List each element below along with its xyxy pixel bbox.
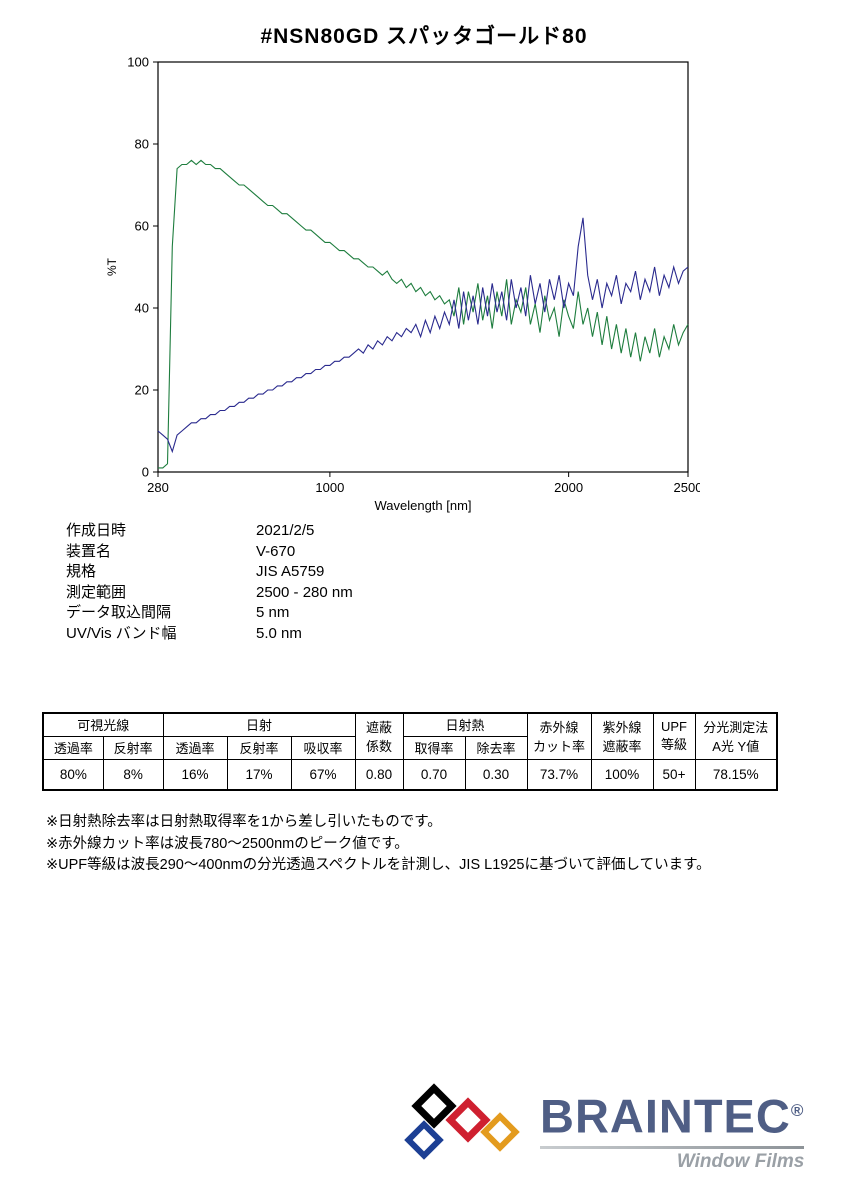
- svg-text:1000: 1000: [315, 480, 344, 495]
- registered-mark: ®: [790, 1101, 805, 1120]
- results-table: 可視光線 日射 遮蔽 係数 日射熱 赤外線 カット率 紫外線 遮蔽率 UPF 等級 分光…: [42, 712, 778, 791]
- footnotes: ※日射熱除去率は日射熱取得率を1から差し引いたものです。 ※赤外線カット率は波長…: [46, 812, 711, 877]
- meta-value: JIS A5759: [256, 563, 325, 580]
- footnote-upf: ※UPF等級は波長290〜400nmの分光透過スペクトルを計測し、JIS L19…: [46, 857, 711, 873]
- svg-text:80: 80: [135, 137, 149, 152]
- header-upf: UPF 等級: [652, 712, 696, 760]
- value-heat-rejection: 0.30: [464, 758, 528, 791]
- svg-text:0: 0: [142, 465, 149, 480]
- value-spectro-y: 78.15%: [694, 758, 778, 791]
- subheader-heat-rejection: 除去率: [464, 735, 528, 760]
- brand-block: BRAINTEC® Window Films: [540, 1086, 805, 1173]
- meta-row-standard: 規格 JIS A5759: [66, 562, 353, 583]
- spectrum-chart: 0 20 40 60 80 100 280 1000 2000 2500 Wavelength [n…: [100, 48, 702, 523]
- brand-divider: [540, 1145, 805, 1149]
- brand-name: BRAINTEC®: [540, 1089, 805, 1143]
- svg-text:40: 40: [135, 301, 149, 316]
- meta-value: 5 nm: [256, 604, 290, 621]
- svg-text:Wavelength [nm]: Wavelength [nm]: [374, 498, 471, 513]
- results-table-wrap: 可視光線 日射 遮蔽 係数 日射熱 赤外線 カット率 紫外線 遮蔽率 UPF 等級 分光…: [42, 712, 778, 791]
- meta-label: UV/Vis バンド幅: [66, 624, 177, 642]
- value-uv-block: 100%: [590, 758, 654, 791]
- value-solar-absorptance: 67%: [290, 758, 356, 791]
- meta-value: V-670: [256, 542, 296, 560]
- footnote-ir-cut: ※赤外線カット率は波長780〜2500nmのピーク値です。: [46, 835, 409, 852]
- svg-text:60: 60: [135, 219, 149, 234]
- measurement-metadata: 作成日時 2021/2/5 装置名 V-670 規格 JIS A5759 測定範…: [66, 521, 353, 644]
- meta-value: 5.0 nm: [256, 624, 302, 642]
- svg-text:100: 100: [127, 55, 149, 70]
- meta-label: データ取込間隔: [66, 604, 172, 621]
- subheader-solar-absorptance: 吸収率: [290, 735, 356, 760]
- logo-diamonds-icon: [404, 1083, 526, 1170]
- meta-row-interval: データ取込間隔 5 nm: [66, 603, 353, 624]
- meta-row-range: 測定範囲 2500 - 280 nm: [66, 583, 353, 604]
- subheader-vis-reflectance: 反射率: [102, 735, 164, 760]
- svg-text:20: 20: [135, 383, 149, 398]
- meta-label: 規格: [66, 563, 97, 580]
- meta-row-instrument: 装置名 V-670: [66, 542, 353, 563]
- value-shading-coefficient: 0.80: [354, 758, 404, 791]
- values-row: 80% 8% 16% 17% 67% 0.80 0.70 0.30 73.7% …: [42, 758, 778, 791]
- value-vis-reflectance: 8%: [102, 758, 164, 791]
- header-spectro: 分光測定法 A光 Y値: [694, 712, 778, 760]
- header-uv-block: 紫外線 遮蔽率: [590, 712, 654, 760]
- svg-text:280: 280: [147, 480, 169, 495]
- footnote-heat-rejection: ※日射熱除去率は日射熱取得率を1から差し引いたものです。: [46, 814, 442, 830]
- meta-label: 測定範囲: [66, 583, 127, 601]
- svg-text:2000: 2000: [554, 480, 583, 495]
- value-solar-transmittance: 16%: [162, 758, 228, 791]
- value-heat-gain: 0.70: [402, 758, 466, 791]
- page-title: #NSN80GD スパッタゴールド80: [260, 25, 588, 48]
- header-solar: 日射: [162, 712, 356, 737]
- subheader-solar-transmittance: 透過率: [162, 735, 228, 760]
- diamond-blue-icon: [404, 1120, 444, 1160]
- meta-value: 2500 - 280 nm: [256, 583, 353, 601]
- meta-row-created: 作成日時 2021/2/5: [66, 521, 353, 542]
- header-shading-coefficient: 遮蔽 係数: [354, 712, 404, 760]
- header-solar-heat: 日射熱: [402, 712, 528, 737]
- meta-label: 作成日時: [66, 522, 127, 539]
- subheader-vis-transmittance: 透過率: [42, 735, 104, 760]
- group-header-row: 可視光線 日射 遮蔽 係数 日射熱 赤外線 カット率 紫外線 遮蔽率 UPF 等級 分光…: [42, 712, 778, 760]
- header-ir-cut: 赤外線 カット率: [526, 712, 592, 760]
- braintec-logo: BRAINTEC® Window Films: [404, 1083, 805, 1173]
- value-upf: 50+: [652, 758, 696, 791]
- svg-text:2500: 2500: [674, 480, 700, 495]
- meta-value: 2021/2/5: [256, 522, 315, 539]
- subheader-solar-reflectance: 反射率: [226, 735, 292, 760]
- header-visible-light: 可視光線: [42, 712, 164, 737]
- meta-row-bandwidth: UV/Vis バンド幅 5.0 nm: [66, 624, 353, 645]
- subheader-heat-gain: 取得率: [402, 735, 466, 760]
- brand-tagline: Window Films: [676, 1150, 805, 1172]
- value-solar-reflectance: 17%: [226, 758, 292, 791]
- spectrum-svg: 0 20 40 60 80 100 280 1000 2000 2500 Wavelength [n…: [105, 55, 702, 514]
- meta-label: 装置名: [66, 542, 112, 560]
- svg-text:%T: %T: [105, 257, 119, 276]
- value-ir-cut: 73.7%: [526, 758, 592, 791]
- value-vis-transmittance: 80%: [42, 758, 104, 791]
